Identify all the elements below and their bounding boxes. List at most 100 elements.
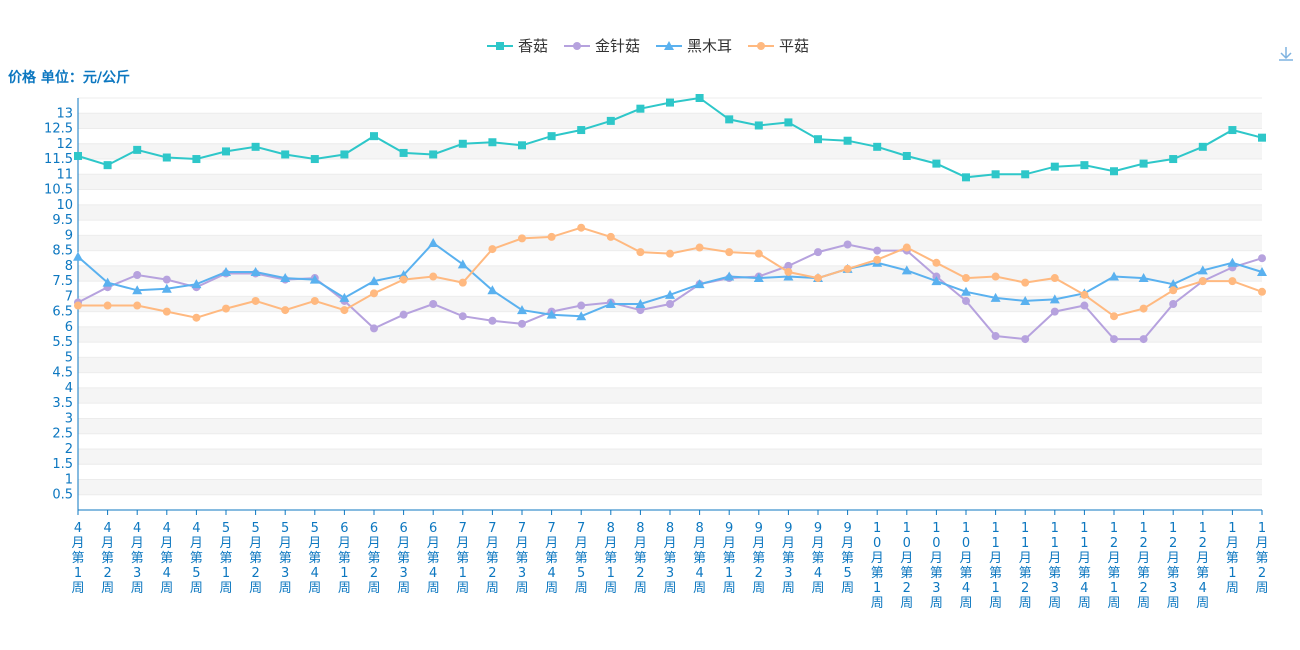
data-point <box>873 255 882 264</box>
data-point <box>962 173 970 182</box>
data-point <box>991 332 1000 341</box>
legend[interactable]: 香菇 金针菇 黑木耳 平菇 <box>487 37 809 55</box>
series-黑木耳 <box>73 237 1267 321</box>
data-point <box>931 276 942 286</box>
data-point <box>1258 254 1266 263</box>
data-point <box>370 324 378 333</box>
x-tick-label: 6 月第 3 周 <box>397 521 410 596</box>
data-point <box>310 155 319 164</box>
data-point <box>901 265 912 275</box>
x-tick-label: 7 月第 3 周 <box>515 521 528 596</box>
data-point <box>547 232 556 241</box>
x-tick-label: 1 2 月第 2 周 <box>1137 521 1150 611</box>
data-point <box>191 279 202 289</box>
axes: 0.511.522.533.544.555.566.577.588.599.51… <box>44 98 1269 611</box>
x-tick-label: 4 月第 2 周 <box>101 521 114 596</box>
y-tick-label: 2 <box>65 442 73 457</box>
data-point <box>665 289 675 299</box>
grid-band <box>78 113 1262 129</box>
data-point <box>666 300 674 308</box>
data-point <box>370 289 378 298</box>
data-point <box>1050 162 1059 171</box>
legend-marker <box>664 41 674 50</box>
grid-band <box>78 204 1262 221</box>
data-point <box>458 312 467 321</box>
data-point <box>962 274 970 283</box>
y-tick-label: 12 <box>56 137 73 152</box>
data-point <box>1110 335 1118 344</box>
data-point <box>1021 335 1030 344</box>
data-point <box>1109 271 1119 281</box>
data-point <box>1050 307 1059 316</box>
x-tick-label: 1 2 月第 4 周 <box>1196 521 1209 611</box>
data-point <box>754 121 763 130</box>
data-point <box>1169 300 1178 308</box>
legend-item[interactable]: 香菇 <box>487 37 548 55</box>
legend-item[interactable]: 金针菇 <box>564 37 640 55</box>
download-icon[interactable] <box>1276 44 1296 64</box>
data-point <box>1139 159 1148 168</box>
x-tick-label: 5 月第 4 周 <box>308 521 321 596</box>
y-tick-label: 11.5 <box>44 152 73 167</box>
data-point <box>1021 170 1030 179</box>
data-point <box>546 309 557 319</box>
data-point <box>1080 290 1089 299</box>
data-point <box>518 141 526 150</box>
data-point <box>103 161 112 170</box>
x-tick-label: 9 月第 3 周 <box>782 521 795 596</box>
data-point <box>636 104 645 113</box>
data-point <box>103 301 112 310</box>
x-tick-label: 1 1 月第 1 周 <box>989 521 1002 611</box>
data-point <box>281 306 290 315</box>
data-point <box>753 273 764 283</box>
data-point <box>1139 335 1148 344</box>
data-point <box>132 285 143 295</box>
grid-band <box>78 143 1262 160</box>
data-point <box>1169 286 1178 295</box>
data-point <box>1197 265 1208 275</box>
y-tick-label: 3.5 <box>52 396 73 411</box>
grid-band <box>78 235 1262 251</box>
data-point <box>1168 279 1179 289</box>
data-point <box>873 246 882 255</box>
legend-label: 香菇 <box>518 37 548 55</box>
data-point <box>636 248 645 257</box>
grid-band <box>78 174 1262 190</box>
x-tick-label: 6 月第 1 周 <box>338 521 351 596</box>
data-point <box>161 283 172 293</box>
data-point <box>1049 294 1060 304</box>
grid-band <box>78 326 1262 343</box>
data-point <box>1257 266 1267 276</box>
y-tick-label: 0.5 <box>52 488 73 503</box>
data-point <box>133 271 142 280</box>
data-point <box>932 258 941 267</box>
data-point <box>1110 167 1118 176</box>
y-tick-label: 9 <box>65 228 73 243</box>
data-point <box>369 276 379 286</box>
data-point <box>518 319 526 328</box>
data-point <box>695 243 704 252</box>
legend-item[interactable]: 平菇 <box>748 37 809 55</box>
data-point <box>1138 273 1149 283</box>
data-point <box>814 135 822 144</box>
x-tick-label: 8 月第 1 周 <box>604 521 617 596</box>
x-tick-label: 5 月第 3 周 <box>279 521 292 596</box>
legend-item[interactable]: 黑木耳 <box>656 37 732 55</box>
y-tick-label: 13 <box>56 106 73 121</box>
data-point <box>74 301 82 310</box>
data-point <box>635 299 646 308</box>
x-tick-label: 1 1 月第 2 周 <box>1019 521 1032 611</box>
data-point <box>666 98 674 107</box>
data-point <box>1080 301 1089 310</box>
data-point <box>605 299 616 308</box>
data-point <box>133 301 142 310</box>
y-tick-label: 4.5 <box>52 366 73 381</box>
y-tick-label: 5 <box>65 350 73 365</box>
data-point <box>932 159 941 168</box>
grid-band <box>78 387 1262 404</box>
data-point <box>961 286 971 296</box>
data-point <box>340 150 349 159</box>
data-point <box>310 296 319 305</box>
data-point <box>1258 133 1266 142</box>
data-point <box>1169 155 1178 164</box>
